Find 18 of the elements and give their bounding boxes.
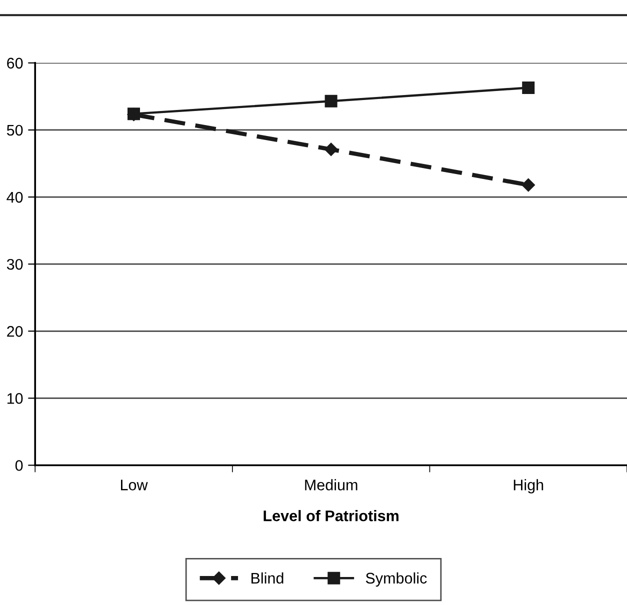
x-tick-label: High <box>514 479 544 494</box>
point <box>324 142 338 156</box>
point <box>324 94 338 108</box>
y-tick-label: 10 <box>7 393 23 404</box>
legend-label: Symbolic <box>366 572 427 587</box>
y-tick-label: 30 <box>6 258 23 270</box>
y-tick-label: 0 <box>15 460 23 471</box>
point <box>128 108 140 120</box>
x-tick-label: Medium <box>305 479 358 490</box>
legend-label: Blind <box>252 572 284 584</box>
y-tick-label: 60 <box>7 58 23 69</box>
point <box>522 178 535 192</box>
x-tick-label: Low <box>121 480 148 490</box>
y-tick-label: 20 <box>7 326 23 337</box>
point <box>522 81 535 94</box>
x-axis-title: Level of Patriotism <box>264 510 398 522</box>
y-tick-label: 40 <box>6 192 23 203</box>
y-tick-label: 50 <box>6 124 23 136</box>
